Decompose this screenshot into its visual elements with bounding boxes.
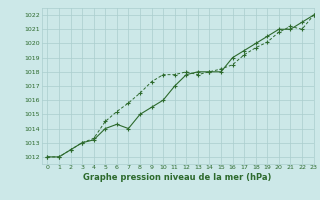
X-axis label: Graphe pression niveau de la mer (hPa): Graphe pression niveau de la mer (hPa): [84, 173, 272, 182]
